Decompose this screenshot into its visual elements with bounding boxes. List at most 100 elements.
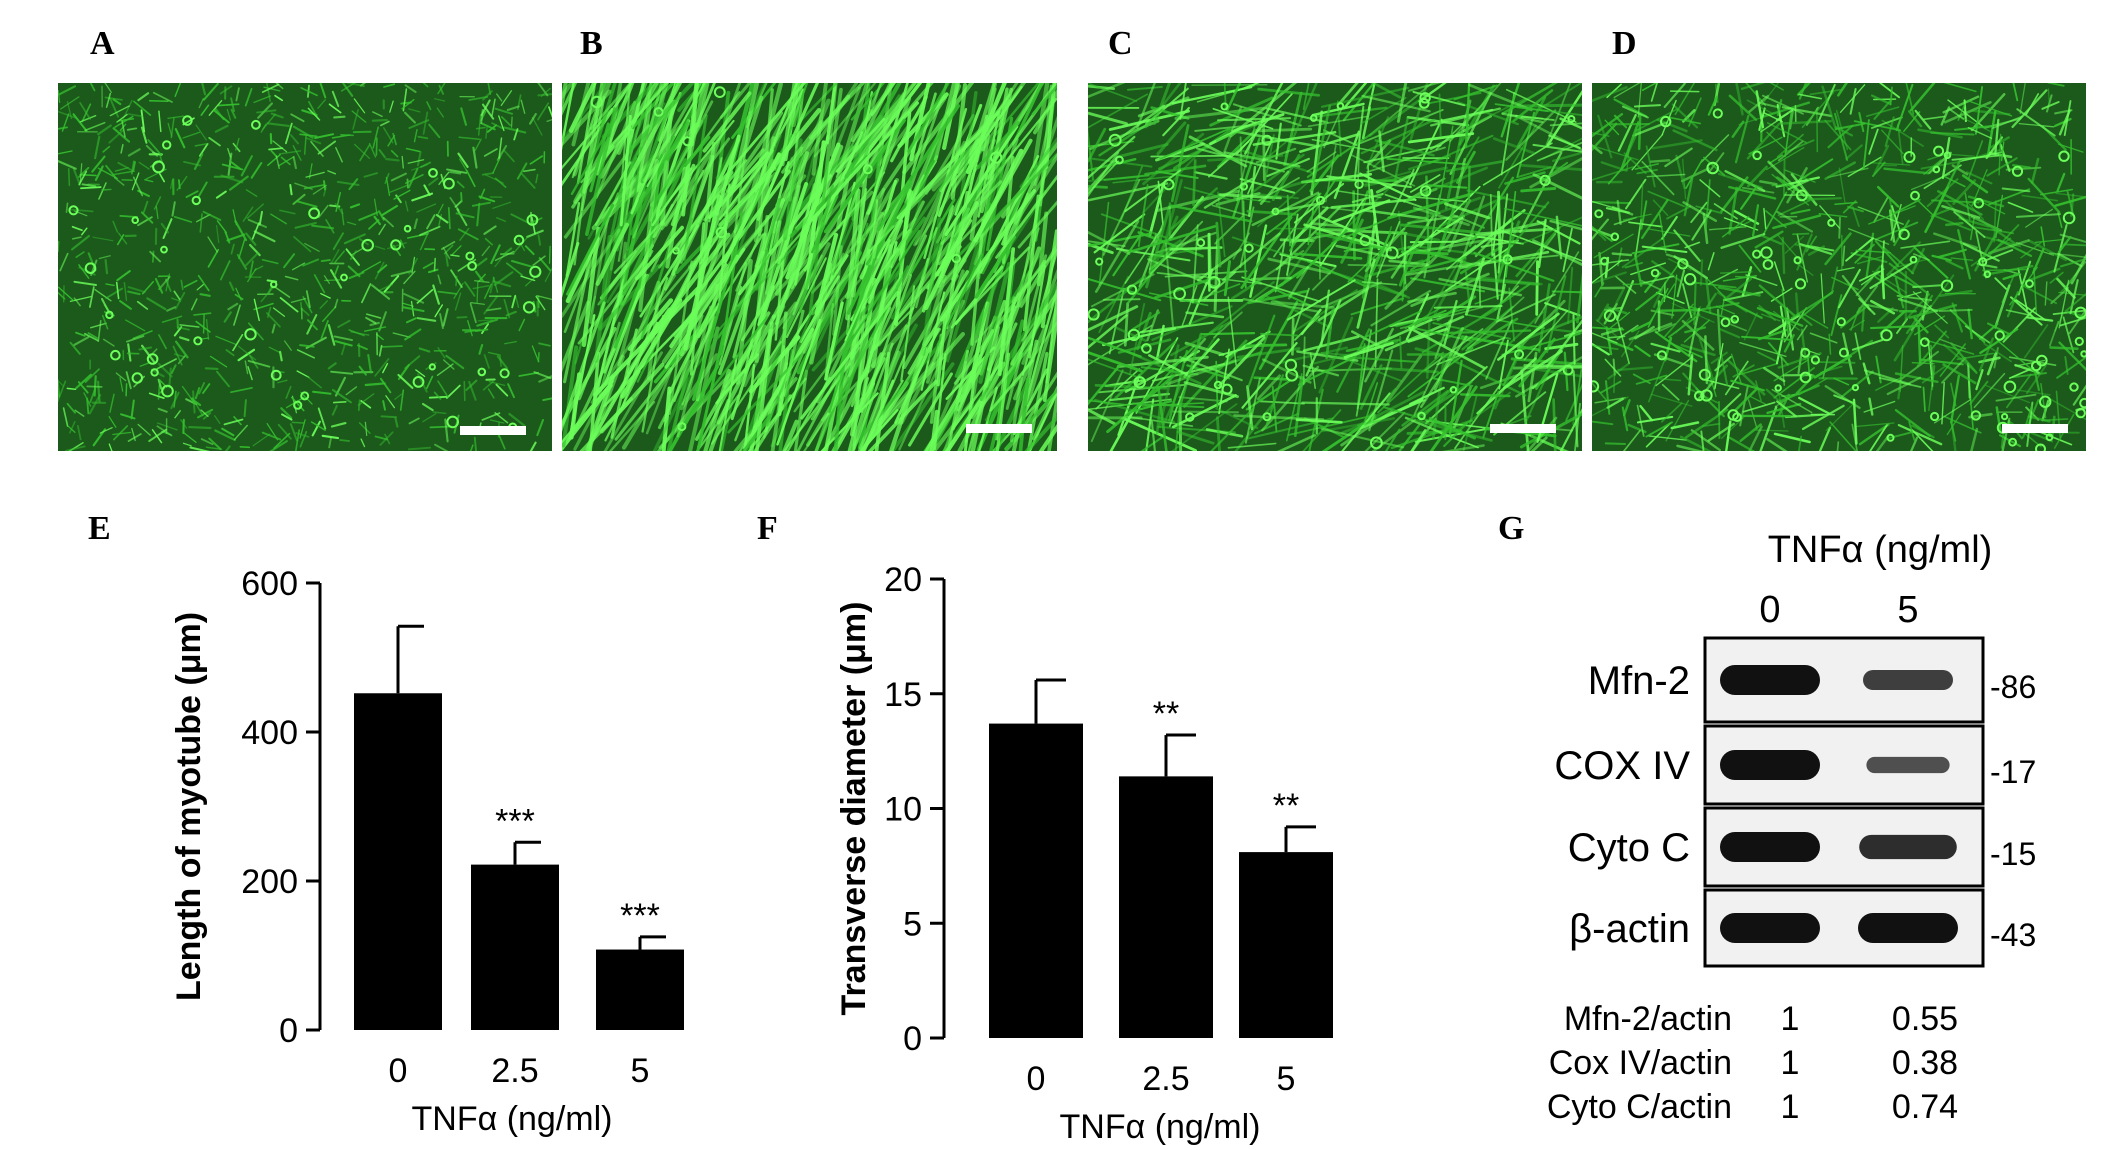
cell-fiber <box>682 114 708 261</box>
cell-fiber <box>810 346 860 421</box>
cell-fiber <box>156 358 177 370</box>
cell-fiber <box>1854 332 1862 361</box>
cell-fiber <box>1216 117 1292 122</box>
cell-fiber <box>78 264 90 279</box>
cell-fiber <box>199 293 211 297</box>
round-cell <box>160 245 168 254</box>
round-cell <box>522 301 536 314</box>
cell-fiber <box>334 298 339 309</box>
cell-fiber <box>483 148 498 157</box>
round-cell <box>1592 380 1600 393</box>
cell-fiber <box>320 259 331 262</box>
cell-fiber <box>332 232 344 251</box>
cell-fiber <box>404 111 416 124</box>
cell-fiber <box>1352 190 1356 261</box>
cell-fiber <box>1370 289 1432 327</box>
cell-fiber <box>1870 94 1892 106</box>
cell-fiber <box>1978 337 1995 372</box>
cell-fiber <box>478 114 482 136</box>
cell-fiber <box>328 437 332 449</box>
cell-fiber <box>1931 254 1952 262</box>
cell-fiber <box>1650 393 1693 407</box>
cell-fiber <box>390 270 412 277</box>
cell-fiber <box>265 83 272 102</box>
cell-fiber <box>470 301 486 305</box>
round-cell <box>1838 347 1849 358</box>
cell-fiber <box>2039 188 2074 196</box>
cell-fiber <box>471 201 491 207</box>
cell-fiber <box>532 255 546 266</box>
cell-fiber <box>371 284 391 300</box>
cell-fiber <box>1343 341 1394 359</box>
cell-fiber <box>1839 303 1870 329</box>
cell-fiber <box>385 157 400 162</box>
cell-fiber <box>1515 226 1561 278</box>
cell-fiber <box>221 163 244 171</box>
cell-fiber <box>170 364 177 375</box>
ratio-value: 1 <box>1781 1044 1800 1082</box>
cell-fiber <box>283 340 292 351</box>
cell-fiber <box>1684 408 1729 439</box>
cell-fiber <box>158 172 166 183</box>
cell-fiber <box>1364 227 1406 272</box>
cell-fiber <box>1094 219 1140 293</box>
blot-row-label: β-actin <box>1569 907 1690 951</box>
cell-fiber <box>548 245 551 264</box>
cell-fiber <box>1362 208 1428 220</box>
round-cell <box>2035 443 2046 451</box>
cell-fiber <box>195 213 211 223</box>
cell-fiber <box>1721 216 1750 238</box>
cell-fiber <box>256 109 277 114</box>
cell-fiber <box>1607 339 1634 352</box>
cell-fiber <box>1900 240 1951 249</box>
cell-fiber <box>379 377 392 394</box>
cell-fiber <box>2000 141 2005 162</box>
cell-fiber <box>1665 399 1690 442</box>
x-axis-label: TNFα (ng/ml) <box>412 1100 613 1138</box>
cell-fiber <box>1920 161 1960 170</box>
cell-fiber <box>1593 145 1639 161</box>
round-cell <box>1115 155 1124 165</box>
cell-fiber <box>1464 313 1546 329</box>
cell-fiber <box>332 400 347 404</box>
cell-fiber <box>1592 132 1610 137</box>
cell-fiber <box>1471 97 1527 126</box>
y-tick-label: 20 <box>884 561 922 599</box>
cell-fiber <box>285 385 292 399</box>
cell-fiber <box>1233 414 1325 421</box>
cell-fiber <box>524 245 535 256</box>
cell-fiber <box>300 307 310 316</box>
cell-fiber <box>321 434 340 440</box>
cell-fiber <box>289 184 293 196</box>
round-cell <box>2075 407 2086 419</box>
cell-fiber <box>1502 350 1563 390</box>
round-cell <box>1932 165 1941 174</box>
cell-fiber <box>1830 294 1843 337</box>
cell-fiber <box>577 260 646 345</box>
cell-fiber <box>489 277 495 294</box>
cell-fiber <box>87 332 99 339</box>
cell-fiber <box>987 83 1027 133</box>
cell-fiber <box>455 275 458 287</box>
cell-fiber <box>492 201 512 209</box>
cell-fiber <box>1852 398 1858 445</box>
round-cell <box>1213 380 1223 390</box>
cell-fiber <box>1664 303 1695 338</box>
cell-fiber <box>340 134 354 137</box>
cell-fiber <box>653 187 758 311</box>
cell-fiber <box>1494 103 1549 112</box>
cell-fiber <box>1653 353 1692 368</box>
cell-fiber <box>371 118 388 122</box>
cell-fiber <box>331 90 340 108</box>
cell-fiber <box>2020 241 2042 259</box>
cell-fiber <box>594 161 632 226</box>
cell-fiber <box>1912 291 1948 324</box>
cell-fiber <box>1088 93 1149 129</box>
round-cell <box>682 136 693 147</box>
round-cell <box>1909 255 1918 264</box>
cell-fiber <box>776 151 810 265</box>
cell-fiber <box>620 298 683 399</box>
cell-fiber <box>1523 364 1582 368</box>
round-cell <box>1978 257 1988 267</box>
cell-fiber <box>2064 356 2069 375</box>
